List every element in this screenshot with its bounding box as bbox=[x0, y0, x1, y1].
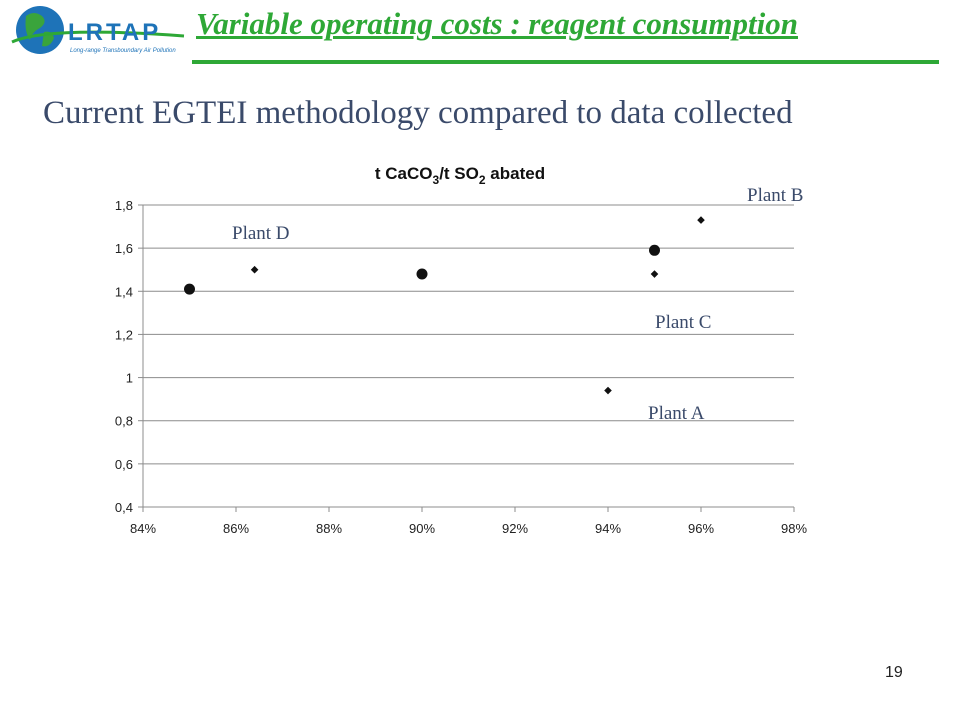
scatter-chart: t CaCO3/t SO2 abated 0,4 0,6 0,8 1 1,2 1,4 1,6… bbox=[0, 150, 960, 570]
data-point-diamond bbox=[650, 270, 659, 278]
x-tick-label: 96% bbox=[688, 521, 714, 536]
lrtap-logo: LRTAP Long-range Transboundary Air Pollu… bbox=[8, 2, 188, 62]
y-tick-label: 1,8 bbox=[115, 198, 133, 213]
data-point-diamond bbox=[604, 386, 612, 395]
x-tick-label: 92% bbox=[502, 521, 528, 536]
y-tick-label: 1,6 bbox=[115, 241, 133, 256]
data-point-circle bbox=[416, 268, 428, 280]
data-point-diamond bbox=[250, 265, 259, 274]
annotation-plant-d: Plant D bbox=[232, 223, 290, 244]
annotation-plant-b: Plant B bbox=[747, 185, 803, 206]
x-tick-label: 86% bbox=[223, 521, 249, 536]
y-tick-label: 1,2 bbox=[115, 327, 133, 342]
y-tick-label: 0,8 bbox=[115, 414, 133, 429]
y-tick-label: 0,6 bbox=[115, 457, 133, 472]
y-tick-label: 1,4 bbox=[115, 284, 133, 299]
logo-subtext: Long-range Transboundary Air Pollution bbox=[70, 48, 176, 54]
data-point-diamond bbox=[697, 216, 705, 224]
annotation-plant-c: Plant C bbox=[655, 312, 711, 333]
x-tick-label: 88% bbox=[316, 521, 342, 536]
x-tick-label: 90% bbox=[409, 521, 435, 536]
slide-subtitle: Current EGTEI methodology compared to da… bbox=[43, 95, 793, 131]
page-title: Variable operating costs : reagent consu… bbox=[196, 6, 798, 41]
x-tick-label: 98% bbox=[781, 521, 807, 536]
y-tick-label: 0,4 bbox=[115, 500, 133, 515]
data-point-circle bbox=[649, 244, 660, 256]
x-tick-label: 84% bbox=[130, 521, 156, 536]
x-tick-label: 94% bbox=[595, 521, 621, 536]
y-tick-label: 1 bbox=[126, 371, 133, 386]
data-point-circle bbox=[184, 283, 195, 295]
chart-title: t CaCO3/t SO2 abated bbox=[375, 164, 545, 187]
chart-svg: t CaCO3/t SO2 abated 0,4 0,6 0,8 1 1,2 1,4 1,6… bbox=[115, 164, 808, 536]
page-number: 19 bbox=[885, 664, 903, 681]
logo-text: LRTAP bbox=[68, 19, 161, 46]
annotation-plant-a: Plant A bbox=[648, 403, 705, 424]
header-divider bbox=[192, 60, 939, 64]
